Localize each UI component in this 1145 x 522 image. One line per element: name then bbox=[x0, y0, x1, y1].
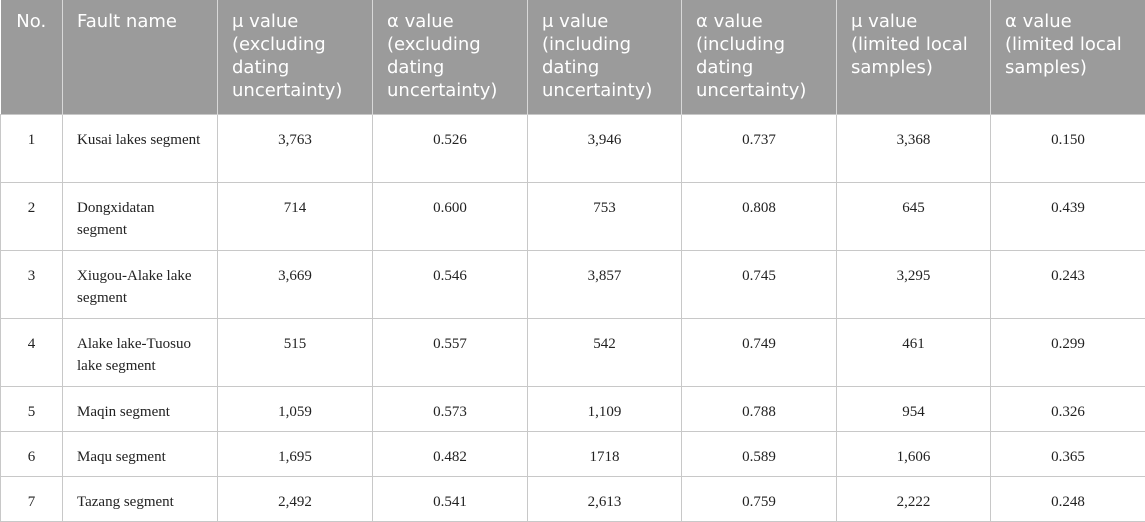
header-cell: α value (excluding dating uncertainty) bbox=[372, 0, 528, 115]
table-cell: 1,059 bbox=[217, 386, 373, 432]
table-cell: 2,613 bbox=[527, 476, 682, 522]
header-cell: μ value (excluding dating uncertainty) bbox=[217, 0, 373, 115]
table-body: 1 Kusai lakes segment 3,763 0.526 3,946 0.737… bbox=[0, 114, 1145, 522]
table-cell: 0.573 bbox=[372, 386, 528, 432]
fault-name-cell: Tazang segment bbox=[62, 476, 218, 522]
table-cell: 645 bbox=[836, 182, 991, 251]
table-cell: 3,295 bbox=[836, 250, 991, 319]
table-cell: 2 bbox=[0, 182, 63, 251]
header-cell: μ value (including dating uncertainty) bbox=[527, 0, 682, 115]
table-cell: 3,946 bbox=[527, 114, 682, 183]
table-cell: 1,606 bbox=[836, 431, 991, 477]
table-cell: 0.589 bbox=[681, 431, 837, 477]
table-cell: 0.600 bbox=[372, 182, 528, 251]
header-row: No. Fault name μ value (excluding dating u… bbox=[0, 0, 1145, 115]
header-cell: α value (limited local samples) bbox=[990, 0, 1145, 115]
table-cell: 1,695 bbox=[217, 431, 373, 477]
table-cell: 1718 bbox=[527, 431, 682, 477]
table-cell: 0.243 bbox=[990, 250, 1145, 319]
header-cell: α value (including dating uncertainty) bbox=[681, 0, 837, 115]
table-cell: 0.526 bbox=[372, 114, 528, 183]
table-row: 7 Tazang segment 2,492 0.541 2,613 0.759 2,222… bbox=[0, 476, 1145, 522]
table-cell: 0.808 bbox=[681, 182, 837, 251]
fault-name-cell: Maqin segment bbox=[62, 386, 218, 432]
table-cell: 3 bbox=[0, 250, 63, 319]
table-row: 1 Kusai lakes segment 3,763 0.526 3,946 0.737… bbox=[0, 114, 1145, 183]
table-row: 2 Dongxidatan segment 714 0.600 753 0.808 645 0… bbox=[0, 182, 1145, 251]
table-cell: 3,368 bbox=[836, 114, 991, 183]
table-cell: 1 bbox=[0, 114, 63, 183]
table-cell: 0.299 bbox=[990, 318, 1145, 387]
table-cell: 714 bbox=[217, 182, 373, 251]
header-cell: Fault name bbox=[62, 0, 218, 115]
table-cell: 1,109 bbox=[527, 386, 682, 432]
table-cell: 515 bbox=[217, 318, 373, 387]
header-cell: No. bbox=[0, 0, 63, 115]
table-cell: 0.326 bbox=[990, 386, 1145, 432]
table-cell: 2,492 bbox=[217, 476, 373, 522]
table-row: 3 Xiugou-Alake lake segment 3,669 0.546 3,85… bbox=[0, 250, 1145, 319]
table-cell: 3,669 bbox=[217, 250, 373, 319]
fault-name-cell: Alake lake-Tuosuo lake segment bbox=[62, 318, 218, 387]
table-cell: 461 bbox=[836, 318, 991, 387]
table-cell: 5 bbox=[0, 386, 63, 432]
table-cell: 753 bbox=[527, 182, 682, 251]
table-cell: 0.788 bbox=[681, 386, 837, 432]
table-row: 5 Maqin segment 1,059 0.573 1,109 0.788 954 0.3… bbox=[0, 386, 1145, 432]
table-cell: 0.557 bbox=[372, 318, 528, 387]
table-row: 4 Alake lake-Tuosuo lake segment 515 0.557 5… bbox=[0, 318, 1145, 387]
table-cell: 0.439 bbox=[990, 182, 1145, 251]
fault-name-cell: Xiugou-Alake lake segment bbox=[62, 250, 218, 319]
table-cell: 0.759 bbox=[681, 476, 837, 522]
table-cell: 542 bbox=[527, 318, 682, 387]
table-cell: 0.745 bbox=[681, 250, 837, 319]
table-cell: 0.541 bbox=[372, 476, 528, 522]
table-cell: 954 bbox=[836, 386, 991, 432]
table-cell: 0.749 bbox=[681, 318, 837, 387]
table-cell: 3,763 bbox=[217, 114, 373, 183]
table-cell: 6 bbox=[0, 431, 63, 477]
fault-name-cell: Kusai lakes segment bbox=[62, 114, 218, 183]
table-cell: 2,222 bbox=[836, 476, 991, 522]
table-cell: 0.546 bbox=[372, 250, 528, 319]
fault-name-cell: Maqu segment bbox=[62, 431, 218, 477]
table-cell: 0.737 bbox=[681, 114, 837, 183]
table-cell: 0.248 bbox=[990, 476, 1145, 522]
table-cell: 3,857 bbox=[527, 250, 682, 319]
table-cell: 7 bbox=[0, 476, 63, 522]
table-row: 6 Maqu segment 1,695 0.482 1718 0.589 1,606 0.3… bbox=[0, 431, 1145, 477]
table-cell: 4 bbox=[0, 318, 63, 387]
fault-name-cell: Dongxidatan segment bbox=[62, 182, 218, 251]
table-cell: 0.482 bbox=[372, 431, 528, 477]
header-cell: μ value (limited local samples) bbox=[836, 0, 991, 115]
table-cell: 0.150 bbox=[990, 114, 1145, 183]
table-cell: 0.365 bbox=[990, 431, 1145, 477]
